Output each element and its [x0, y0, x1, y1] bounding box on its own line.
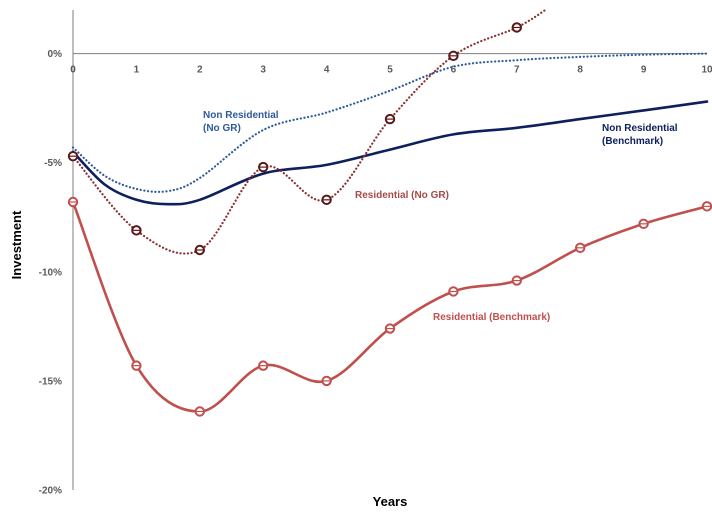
x-tick-label: 6	[451, 65, 457, 76]
x-axis-title: Years	[373, 494, 408, 509]
x-tick-label: 2	[197, 65, 203, 76]
chart-series-labels: Non Residential (No GR) Non Residential (Be…	[203, 110, 678, 323]
chart-series	[67, 8, 712, 417]
residential-benchmark-line	[71, 200, 709, 413]
y-tick-label: -20%	[39, 486, 62, 497]
x-tick-label: 8	[577, 65, 583, 76]
y-tick-label: -15%	[39, 376, 62, 387]
y-tick-label: 0%	[48, 49, 63, 60]
residential-benchmark-label: Residential (Benchmark)	[433, 312, 550, 323]
x-tick-label: 3	[260, 65, 266, 76]
x-tick-label: 4	[324, 65, 330, 76]
y-tick-label: -10%	[39, 267, 62, 278]
x-tick-label: 9	[641, 65, 647, 76]
x-tick-label: 0	[70, 65, 76, 76]
non-residential-no-gr-label: Non Residential (No GR)	[203, 110, 279, 134]
non-residential-benchmark-line	[71, 100, 709, 206]
x-tick-label: 10	[701, 65, 712, 76]
y-axis-title: Investment	[9, 210, 24, 279]
x-tick-label: 5	[387, 65, 393, 76]
x-tick-label: 7	[514, 65, 520, 76]
residential-no-gr-label: Residential (No GR)	[355, 190, 449, 201]
chart-axes: 0 1 2 3 4 5 6 7 8 9 10 0% -5% -10% -15% -20%	[39, 10, 712, 497]
non-residential-no-gr-line	[71, 52, 709, 193]
x-tick-label: 1	[134, 65, 140, 76]
non-residential-benchmark-label: Non Residential (Benchmark)	[602, 123, 678, 147]
y-tick-label: -5%	[44, 158, 62, 169]
